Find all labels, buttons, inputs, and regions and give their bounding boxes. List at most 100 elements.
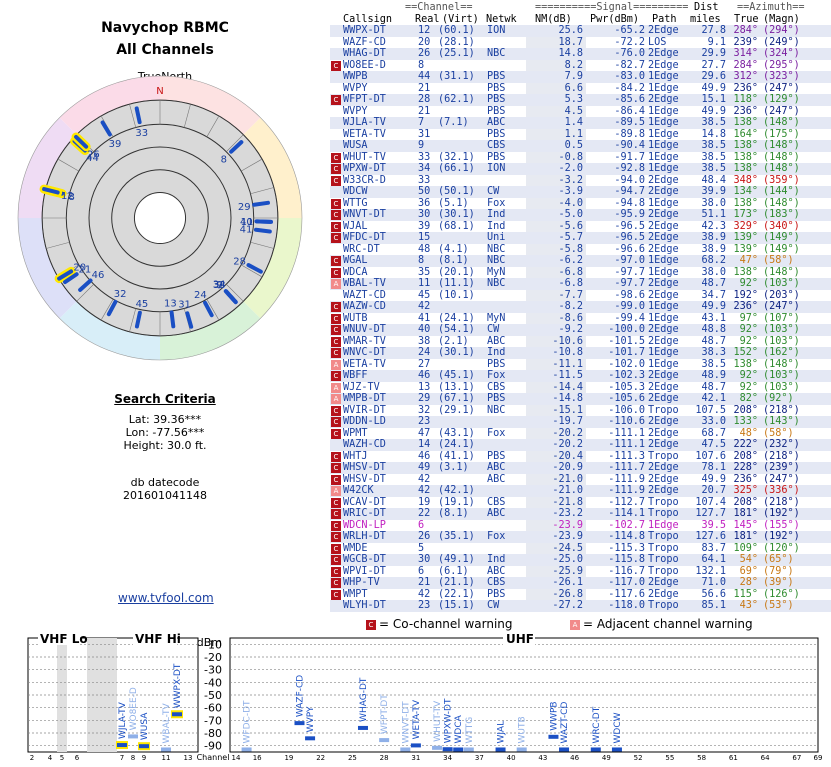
table-row[interactable]: C WTTG 36 (5.1) Fox -4.0 -94.8 1Edge 38.0 138° (14… xyxy=(330,198,831,210)
y-tick-label: -70 xyxy=(204,714,222,727)
cell-path: 2Edge xyxy=(648,220,679,232)
table-row[interactable]: WVPY 21 PBS 6.6 -84.2 1Edge 49.9 236° (247°) xyxy=(330,83,831,95)
cell-path: 2Edge xyxy=(648,462,679,473)
cell-path: Tropo xyxy=(648,450,679,462)
cell-az-true: 138° xyxy=(733,163,758,174)
cell-pwr: -96.5 xyxy=(614,220,645,232)
table-group-header: ==Channel== ==========Signal========= Di… xyxy=(330,2,831,14)
table-row[interactable]: C WAZW-CD 42 -8.2 -99.0 1Edge 49.9 236° (247°) xyxy=(330,301,831,313)
table-row[interactable]: WETA-TV 31 PBS 1.1 -89.8 1Edge 14.8 164° (175°) xyxy=(330,129,831,141)
cell-dist: 49.9 xyxy=(701,82,726,94)
cell-az-magn: (336°) xyxy=(763,485,800,496)
cell-path: 2Edge xyxy=(648,381,679,393)
table-row[interactable]: C WDCA 35 (20.1) MyN -6.8 -97.7 1Edge 38.0 138° (1… xyxy=(330,267,831,279)
bar-ch8 xyxy=(128,734,138,739)
table-row[interactable]: C WRLH-DT 26 (35.1) Fox -23.9 -114.8 Tropo 127.6… xyxy=(330,531,831,543)
table-row[interactable]: WJLA-TV 7 (7.1) ABC 1.4 -89.5 1Edge 38.5 138° (14… xyxy=(330,117,831,129)
table-row[interactable]: C WCAV-DT 19 (19.1) CBS -21.8 -112.7 Tropo 107.4… xyxy=(330,497,831,509)
cell-netwk: PBS xyxy=(487,71,506,82)
table-row[interactable]: C WFPT-DT 28 (62.1) PBS 5.3 -85.6 2Edge 15.1 118°… xyxy=(330,94,831,106)
table-row[interactable]: C WNVT-DT 30 (30.1) Ind -5.0 -95.9 2Edge 51.1 173… xyxy=(330,209,831,221)
table-row[interactable]: C WFDC-DT 15 Uni -5.7 -96.5 2Edge 38.9 139° (149°… xyxy=(330,232,831,244)
table-row[interactable]: WAZF-CD 20 (28.1) 18.7 -72.2 LOS 9.1 239° (249°) xyxy=(330,37,831,49)
table-row[interactable]: A W42CK 42 (42.1) -21.0 -111.9 2Edge 20.7 325° (3… xyxy=(330,485,831,497)
bar-ch12 xyxy=(172,712,182,717)
tvfool-link[interactable]: www.tvfool.com xyxy=(118,591,214,605)
cell-path: 1Edge xyxy=(648,255,679,266)
table-row[interactable]: WVPY 21 PBS 4.5 -86.4 1Edge 49.9 236° (247°) xyxy=(330,106,831,118)
cell-virt: (66.1) xyxy=(438,163,475,174)
polar-radial-tick xyxy=(129,104,137,128)
cell-virt: (24.1) xyxy=(438,312,475,324)
table-row[interactable]: WLYH-DT 23 (15.1) CW -27.2 -118.0 Tropo 85.1 43°… xyxy=(330,600,831,612)
cell-dist: 33.0 xyxy=(701,416,726,427)
table-row[interactable]: C WDDN-LD 23 -19.7 -110.6 2Edge 33.0 133° (143°) xyxy=(330,416,831,428)
vhf-tick: 5 xyxy=(60,754,64,762)
bar-ch21 xyxy=(305,736,316,741)
vhf-tick: 11 xyxy=(162,754,171,762)
table-row[interactable]: C WMAR-TV 38 (2.1) ABC -10.6 -101.5 2Edge 48.7 92… xyxy=(330,336,831,348)
cell-netwk: CBS xyxy=(487,577,506,588)
cell-az-magn: (144°) xyxy=(763,186,800,197)
cell-callsign: WVPY xyxy=(343,82,368,94)
table-row[interactable]: C WUTB 41 (24.1) MyN -8.6 -99.4 1Edge 43.1 97° (10… xyxy=(330,313,831,325)
table-row[interactable]: C WMDE 5 -24.5 -115.3 Tropo 83.7 109° (120°) xyxy=(330,543,831,555)
table-row[interactable]: C WMPT 42 (22.1) PBS -26.8 -117.6 2Edge 56.6 115°… xyxy=(330,589,831,601)
table-row[interactable]: WHAG-DT 26 (25.1) NBC 14.8 -76.0 2Edge 29.9 314°… xyxy=(330,48,831,60)
table-row[interactable]: C WDCN-LP 6 -23.9 -102.7 1Edge 39.5 145° (155°) xyxy=(330,520,831,532)
cell-nm: -5.6 xyxy=(558,220,583,232)
cell-real: 14 xyxy=(418,439,431,450)
table-row[interactable]: C WNUV-DT 40 (54.1) CW -9.2 -100.0 2Edge 48.8 92°… xyxy=(330,324,831,336)
table-row[interactable]: C WHP-TV 21 (21.1) CBS -26.1 -117.0 2Edge 71.0 28… xyxy=(330,577,831,589)
cell-callsign: WFPT-DT xyxy=(343,94,386,105)
table-row[interactable]: C WPMT 47 (43.1) Fox -20.2 -111.1 2Edge 68.7 48° (… xyxy=(330,428,831,440)
table-row[interactable]: C WGAL 8 (8.1) NBC -6.2 -97.0 1Edge 68.2 47° (58°) xyxy=(330,255,831,267)
table-row[interactable]: A WJZ-TV 13 (13.1) CBS -14.4 -105.3 2Edge 48.7 92… xyxy=(330,382,831,394)
table-row[interactable]: A WETA-TV 27 PBS -11.1 -102.0 1Edge 38.5 138° (14… xyxy=(330,359,831,371)
legend-adjacent-channel: A = Adjacent channel warning xyxy=(570,617,753,631)
cell-callsign: WNVC-DT xyxy=(343,347,386,358)
table-row[interactable]: WDCW 50 (50.1) CW -3.9 -94.7 2Edge 39.9 134° (144… xyxy=(330,186,831,198)
table-row[interactable]: A WMPB-DT 29 (67.1) PBS -14.8 -105.6 2Edge 42.1 8… xyxy=(330,393,831,405)
cell-netwk: PBS xyxy=(487,450,506,462)
cell-nm: -3.2 xyxy=(558,174,583,186)
table-row[interactable]: C WNVC-DT 24 (30.1) Ind -10.8 -101.7 1Edge 38.3 1… xyxy=(330,347,831,359)
col-pwr: Pwr(dBm) xyxy=(590,13,640,25)
polar-marker-ch21 xyxy=(63,272,79,285)
cell-az-true: 145° xyxy=(733,519,758,531)
table-row[interactable]: C W33CR-D 33 -3.2 -94.0 2Edge 48.4 348° (359°) xyxy=(330,175,831,187)
cell-az-magn: (232°) xyxy=(763,439,800,450)
table-row[interactable]: WAZT-CD 45 (10.1) -7.7 -98.6 2Edge 34.7 192° (20… xyxy=(330,290,831,302)
cell-path: 1Edge xyxy=(648,71,679,82)
table-row[interactable]: C WPVI-DT 6 (6.1) ABC -25.9 -116.7 Tropo 132.1 69… xyxy=(330,566,831,578)
cell-callsign: WJZ-TV xyxy=(343,381,380,393)
cell-path: Tropo xyxy=(648,542,679,554)
table-row[interactable]: C WHSV-DT 49 (3.1) ABC -20.9 -111.7 2Edge 78.1 22… xyxy=(330,462,831,474)
table-row[interactable]: C WHSV-DT 42 ABC -21.0 -111.9 2Edge 49.9 236° (24… xyxy=(330,474,831,486)
cell-pwr: -102.3 xyxy=(608,370,645,381)
table-row[interactable]: C WJAL 39 (68.1) Ind -5.6 -96.5 2Edge 42.3 329° (3… xyxy=(330,221,831,233)
co-channel-warning-icon: C xyxy=(331,267,341,278)
table-row[interactable]: C WVIR-DT 32 (29.1) NBC -15.1 -106.0 Tropo 107.5… xyxy=(330,405,831,417)
table-row[interactable]: C WGCB-DT 30 (49.1) Ind -25.0 -115.8 Tropo 64.1 5… xyxy=(330,554,831,566)
table-row[interactable]: C WO8EE-D 8 8.2 -82.7 2Edge 27.7 284° (295°) xyxy=(330,60,831,72)
table-row[interactable]: WWPX-DT 12 (60.1) ION 25.6 -65.2 2Edge 27.8 284°… xyxy=(330,25,831,37)
bar-label-ch7: WJLA-TV xyxy=(118,701,128,739)
polar-radial-tick xyxy=(76,284,94,302)
table-row[interactable]: WUSA 9 CBS 0.5 -90.4 1Edge 38.5 138° (148°) xyxy=(330,140,831,152)
table-row[interactable]: C WHUT-TV 33 (32.1) PBS -0.8 -91.7 1Edge 38.5 138… xyxy=(330,152,831,164)
table-row[interactable]: C WRIC-DT 22 (8.1) ABC -23.2 -114.1 Tropo 127.7 1… xyxy=(330,508,831,520)
table-row[interactable]: WRC-DT 48 (4.1) NBC -5.8 -96.6 2Edge 38.9 139° (1… xyxy=(330,244,831,256)
table-row[interactable]: WWPB 44 (31.1) PBS 7.9 -83.0 1Edge 29.6 312° (323… xyxy=(330,71,831,83)
cell-netwk: Fox xyxy=(487,531,506,542)
cell-path: Tropo xyxy=(648,496,679,508)
table-row[interactable]: C WHTJ 46 (41.1) PBS -20.4 -111.3 Tropo 107.6 208… xyxy=(330,451,831,463)
table-row[interactable]: A WBAL-TV 11 (11.1) NBC -6.8 -97.7 2Edge 48.7 92°… xyxy=(330,278,831,290)
cell-nm: -20.4 xyxy=(552,450,583,462)
table-row[interactable]: WAZH-CD 14 (24.1) -20.2 -111.1 2Edge 47.5 222° (… xyxy=(330,439,831,451)
table-row[interactable]: C WBFF 46 (45.1) Fox -11.5 -102.3 2Edge 48.9 92° (… xyxy=(330,370,831,382)
col-nm: NM(dB) xyxy=(535,13,572,25)
cell-netwk: Ind xyxy=(487,220,506,232)
cell-real: 26 xyxy=(418,48,431,59)
table-row[interactable]: C WPXW-DT 34 (66.1) ION -2.0 -92.8 1Edge 38.5 138… xyxy=(330,163,831,175)
